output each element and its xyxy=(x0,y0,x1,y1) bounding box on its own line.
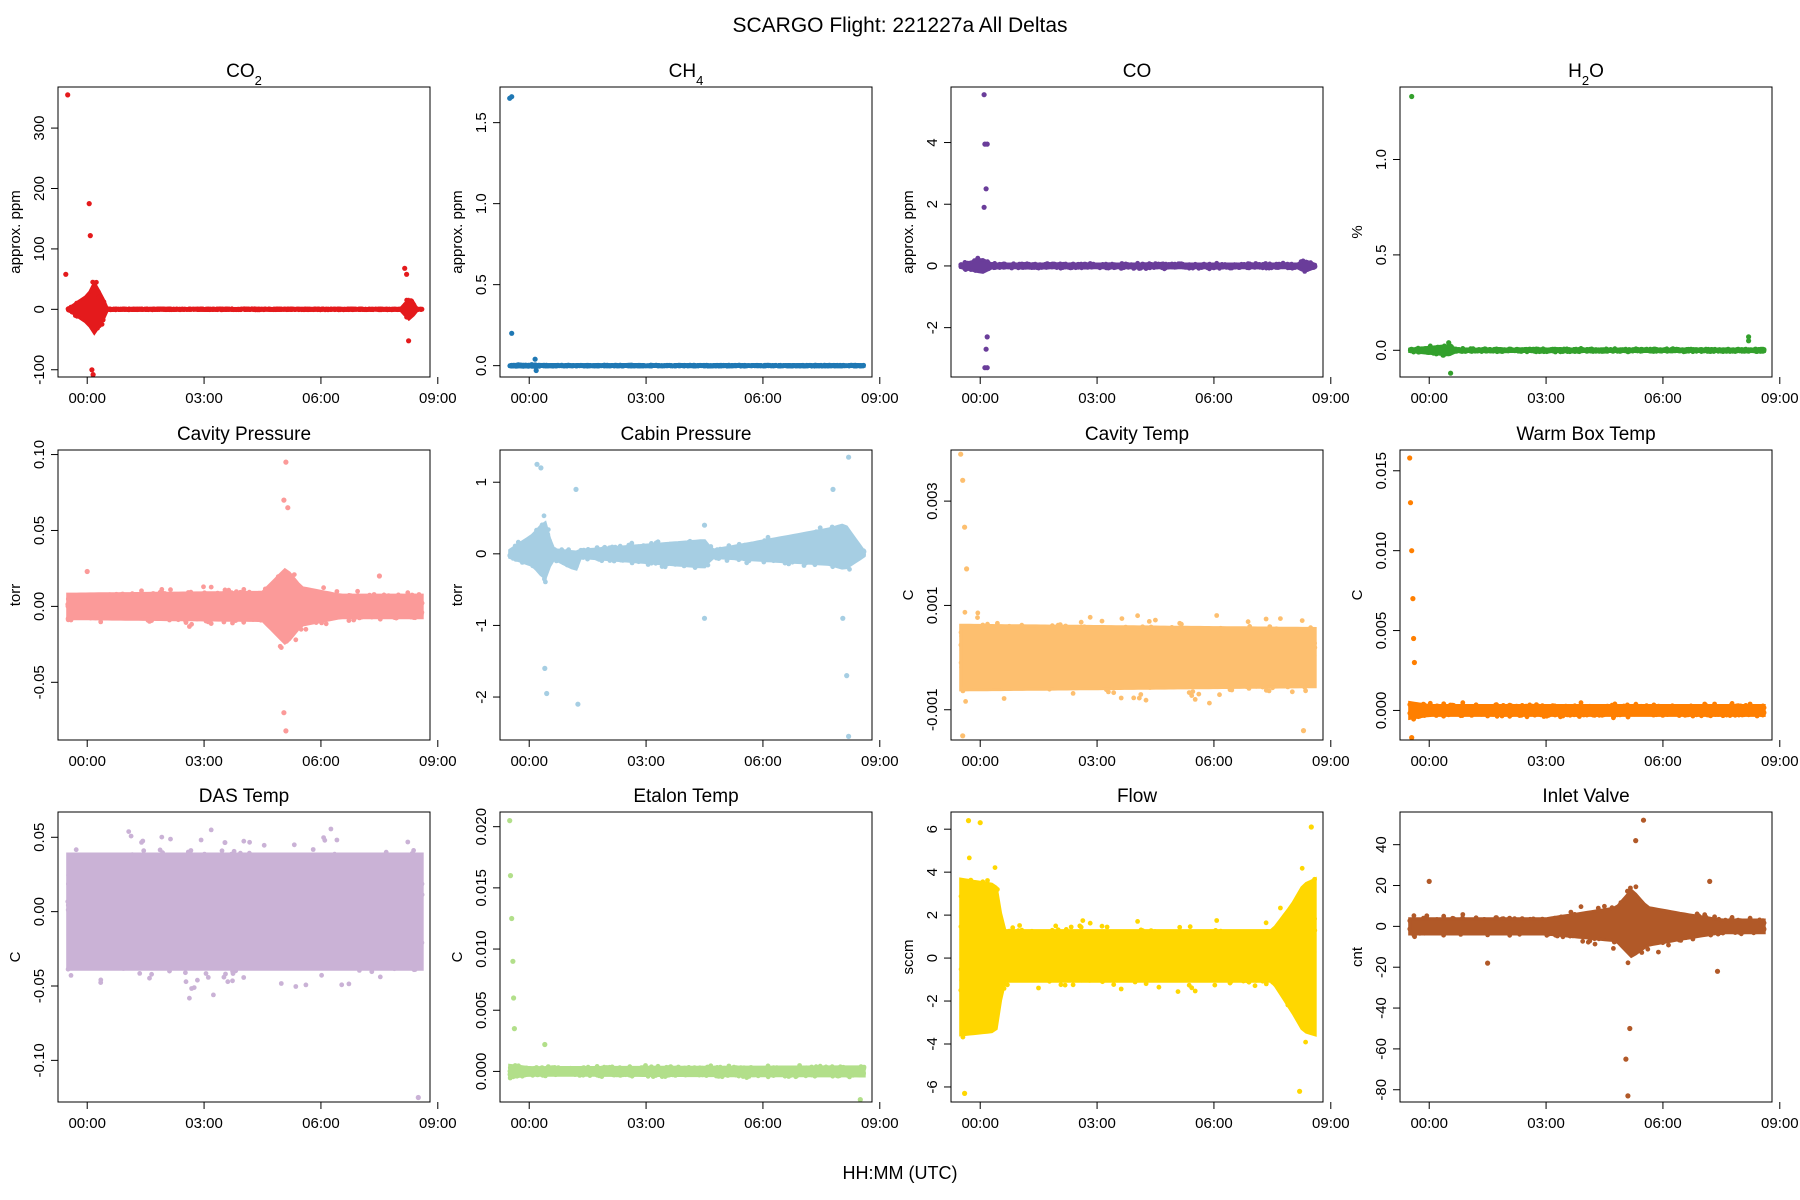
points-cavity-pressure xyxy=(65,459,425,734)
x-tick-label: 09:00 xyxy=(1312,390,1350,407)
y-tick-label: 0.5 xyxy=(473,274,490,295)
y-tick-label: 200 xyxy=(31,176,48,201)
outlier-point xyxy=(1448,370,1454,376)
outlier-point xyxy=(984,365,990,371)
plot-frame xyxy=(1399,86,1773,378)
outlier-point xyxy=(1746,334,1752,340)
x-tick-label: 00:00 xyxy=(68,390,106,407)
y-tick-label: -2 xyxy=(924,321,941,334)
outlier-point xyxy=(402,265,408,271)
x-tick-label: 03:00 xyxy=(1527,390,1565,407)
plot-frame xyxy=(950,86,1324,378)
panel-co2: 00:00 03:00 06:00 09:00 -100 0 100 200 300 approx… xyxy=(7,61,457,407)
y-axis-title: approx. ppm xyxy=(7,190,24,273)
panel-title: CO xyxy=(1123,61,1152,82)
y-tick-label: 300 xyxy=(31,116,48,141)
points-h2o xyxy=(1407,93,1767,376)
y-tick-label: 1.5 xyxy=(473,112,490,133)
x-tick-label: 03:00 xyxy=(1078,390,1116,407)
outlier-point xyxy=(1746,338,1752,344)
panel-h2o: 00:00 03:00 06:00 09:00 0.0 0.5 1.0% H2O xyxy=(1349,61,1799,407)
y-tick-label: 0.5 xyxy=(1373,244,1390,265)
x-tick-label: 00:00 xyxy=(1410,390,1448,407)
y-tick-label: 2 xyxy=(924,200,941,208)
panels-container: 00:00 03:00 06:00 09:00 -100 0 100 200 300 approx… xyxy=(7,61,1799,1132)
core-band-ch4 xyxy=(508,362,866,369)
x-tick-label: 00:00 xyxy=(510,390,548,407)
outlier-point xyxy=(509,330,515,336)
plot-frame xyxy=(57,86,431,378)
points-co2 xyxy=(63,92,425,377)
points-co xyxy=(958,92,1318,371)
outlier-point xyxy=(532,356,538,362)
y-tick-label: 1.0 xyxy=(473,193,490,214)
x-tick-label: 06:00 xyxy=(744,390,782,407)
outlier-point xyxy=(983,186,989,192)
core-band-co xyxy=(959,258,1317,274)
outlier-point xyxy=(404,271,410,277)
y-axis-title: % xyxy=(1349,225,1366,238)
outlier-point xyxy=(984,141,990,147)
y-axis-title: approx. ppm xyxy=(900,190,917,273)
y-tick-label: 0.0 xyxy=(473,355,490,376)
outlier-point xyxy=(533,367,539,374)
outlier-point xyxy=(983,346,989,352)
outlier-point xyxy=(984,334,990,340)
panel-title: CO2 xyxy=(226,61,262,88)
figure-title: SCARGO Flight: 221227a All Deltas xyxy=(733,14,1068,37)
panel-cavity-pressure: 00:00 03:00 06:00 09:00-0.050.000.050.10tor… xyxy=(7,424,457,770)
x-tick-label: 00:00 xyxy=(961,390,999,407)
outlier-point xyxy=(63,271,69,277)
outlier-point xyxy=(406,338,412,344)
x-tick-label: 09:00 xyxy=(861,390,899,407)
plot-frame xyxy=(499,86,873,378)
x-tick-label: 09:00 xyxy=(1761,390,1799,407)
outlier-point xyxy=(90,372,96,377)
outlier-point xyxy=(89,367,95,373)
panel-title: CH4 xyxy=(669,61,704,88)
x-axis-title: HH:MM (UTC) xyxy=(843,1163,958,1183)
panel-title: H2O xyxy=(1568,61,1604,88)
x-tick-label: 06:00 xyxy=(302,390,340,407)
outlier-point xyxy=(507,95,513,101)
x-tick-label: 03:00 xyxy=(627,390,665,407)
core-band-h2o xyxy=(1408,344,1766,357)
y-tick-label: 0.0 xyxy=(1373,340,1390,361)
core-band-co2 xyxy=(66,279,424,336)
x-tick-label: 03:00 xyxy=(185,390,223,407)
outlier-point xyxy=(87,233,93,239)
y-axis-title: approx. ppm xyxy=(449,190,466,273)
points-ch4 xyxy=(507,94,866,374)
outlier-point xyxy=(1446,340,1452,346)
y-tick-label: 4 xyxy=(924,138,941,146)
x-tick-label: 06:00 xyxy=(1644,390,1682,407)
x-tick-label: 09:00 xyxy=(419,390,457,407)
panel-ch4: 00:00 03:00 06:00 09:00 0.0 0.5 1.0 1.5 approx. … xyxy=(449,61,899,407)
x-tick-label: 06:00 xyxy=(1195,390,1233,407)
y-tick-label: 1.0 xyxy=(1373,149,1390,170)
y-tick-label: 100 xyxy=(31,236,48,261)
outlier-point xyxy=(86,201,92,207)
outlier-point xyxy=(981,204,987,210)
outlier-point xyxy=(1409,93,1415,100)
outlier-point xyxy=(65,92,71,98)
y-tick-label: -100 xyxy=(31,355,48,385)
panel-co: 00:00 03:00 06:00 09:00 -2 0 2 4 approx. ppm CO xyxy=(900,61,1350,407)
outlier-point xyxy=(981,92,987,98)
y-tick-label: 0 xyxy=(31,305,48,313)
outlier-point xyxy=(96,294,102,300)
y-tick-label: 0 xyxy=(924,262,941,270)
